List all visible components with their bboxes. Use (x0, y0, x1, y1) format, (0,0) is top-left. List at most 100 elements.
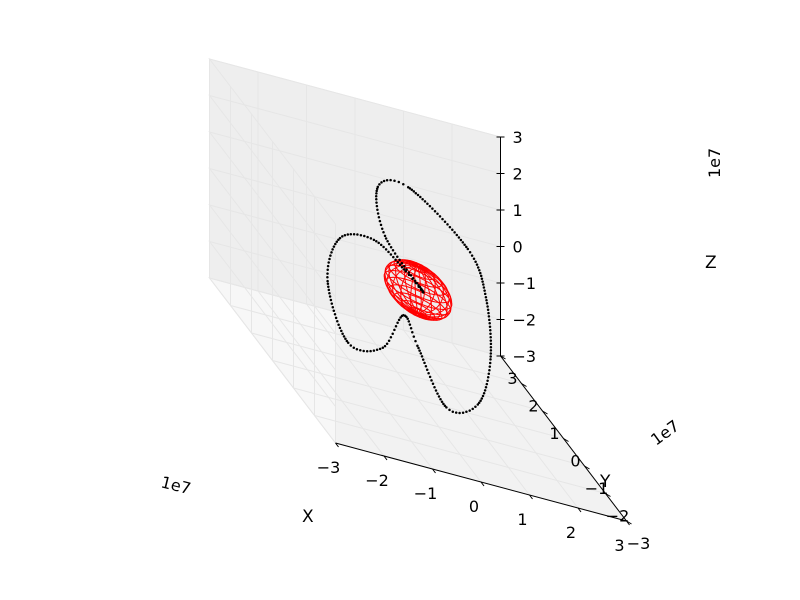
trajectory-point (436, 212, 439, 216)
trajectory-point (407, 273, 411, 277)
trajectory-point (335, 240, 339, 243)
trajectory-point (483, 389, 487, 392)
trajectory-point (384, 237, 388, 240)
trajectory-point (474, 405, 477, 409)
trajectory-point (408, 323, 412, 326)
trajectory-point (487, 315, 491, 318)
trajectory-point (403, 265, 406, 268)
trajectory-point (356, 233, 359, 236)
trajectory-point (345, 339, 349, 343)
trajectory-point (392, 255, 395, 259)
trajectory-point (468, 251, 472, 254)
trajectory-point (477, 401, 481, 405)
trajectory-point (442, 402, 445, 406)
trajectory-point (389, 336, 393, 339)
sphere-longitude-line (414, 262, 419, 314)
trajectory-point (400, 265, 404, 269)
x-tick (480, 481, 485, 487)
trajectory-point (330, 302, 334, 305)
trajectory-point (489, 342, 493, 346)
trajectory-point (479, 274, 483, 278)
trajectory-point (326, 268, 329, 272)
trajectory-point (443, 220, 447, 223)
trajectory-point (365, 349, 369, 353)
trajectory-point (396, 321, 399, 325)
trajectory-point (327, 261, 330, 264)
trajectory-point (430, 379, 433, 382)
z-axis-label: Z (705, 253, 717, 273)
trajectory-point (414, 281, 417, 285)
trajectory-point (376, 185, 380, 189)
trajectory-point (326, 276, 329, 279)
trajectory-point (375, 204, 379, 208)
trajectory-point (363, 234, 366, 238)
trajectory-point (327, 288, 331, 292)
trajectory-point (387, 242, 391, 246)
trajectory-point (472, 257, 476, 260)
trajectory-point (489, 329, 492, 332)
trajectory-point (465, 410, 468, 414)
trajectory-point (479, 399, 482, 403)
trajectory-point (375, 198, 378, 201)
trajectory-point (372, 238, 376, 242)
trajectory-point (404, 270, 408, 273)
trajectory-point (355, 347, 359, 351)
trajectory-point (411, 277, 414, 281)
trajectory-point (453, 231, 456, 234)
trajectory-point (489, 358, 492, 361)
trajectory-point (375, 189, 378, 193)
trajectory-point (420, 355, 424, 358)
trajectory-point (479, 271, 482, 275)
trajectory-point (326, 264, 330, 268)
y-scale-multiplier: 1e7 (647, 416, 683, 449)
sphere-longitude-line (388, 259, 419, 314)
trajectory-point (331, 305, 335, 309)
y-tick-label: 1 (549, 424, 559, 443)
trajectory-point (409, 327, 413, 330)
trajectory-point (344, 337, 347, 341)
x-axis-label: X (302, 507, 314, 527)
trajectory-point (330, 251, 333, 254)
z-tick-label: 1 (513, 201, 523, 220)
trajectory-points (326, 178, 493, 415)
trajectory-point (461, 411, 465, 414)
trajectory-point (398, 263, 402, 267)
trajectory-point (326, 279, 329, 283)
trajectory-point (329, 254, 332, 257)
sphere-longitude-line (395, 259, 419, 314)
trajectory-point (428, 375, 432, 379)
trajectory-point (486, 376, 490, 379)
trajectory-point (416, 193, 420, 197)
trajectory-point (328, 257, 331, 261)
trajectory-point (385, 178, 389, 182)
trajectory-point (459, 238, 463, 242)
trajectory-point (474, 260, 477, 263)
trajectory-point (488, 361, 492, 365)
x-tick (432, 468, 436, 474)
trajectory-point (359, 349, 362, 352)
trajectory-point (468, 409, 471, 412)
trajectory-point (489, 349, 493, 352)
trajectory-point (419, 195, 422, 199)
x-tick (577, 507, 582, 513)
trajectory-point (443, 404, 447, 408)
trajectory-point (488, 322, 491, 325)
y-tick (521, 383, 527, 387)
grid-line-y (230, 86, 522, 384)
trajectory-point (343, 234, 347, 237)
trajectory-point (471, 407, 474, 411)
trajectory-point (407, 271, 411, 274)
trajectory-point (352, 346, 356, 349)
sphere-longitude-line (417, 266, 441, 321)
sphere-longitude-line (417, 266, 448, 321)
trajectory-point (461, 241, 465, 244)
trajectory-point (428, 204, 432, 208)
trajectory-point (488, 368, 491, 372)
trajectory-point (451, 410, 455, 413)
trajectory-point (338, 236, 342, 240)
trajectory-point (374, 194, 378, 198)
trajectory-point (433, 209, 437, 213)
trajectory-point (454, 411, 458, 414)
trajectory-point (489, 335, 492, 339)
trajectory-point (463, 243, 466, 246)
